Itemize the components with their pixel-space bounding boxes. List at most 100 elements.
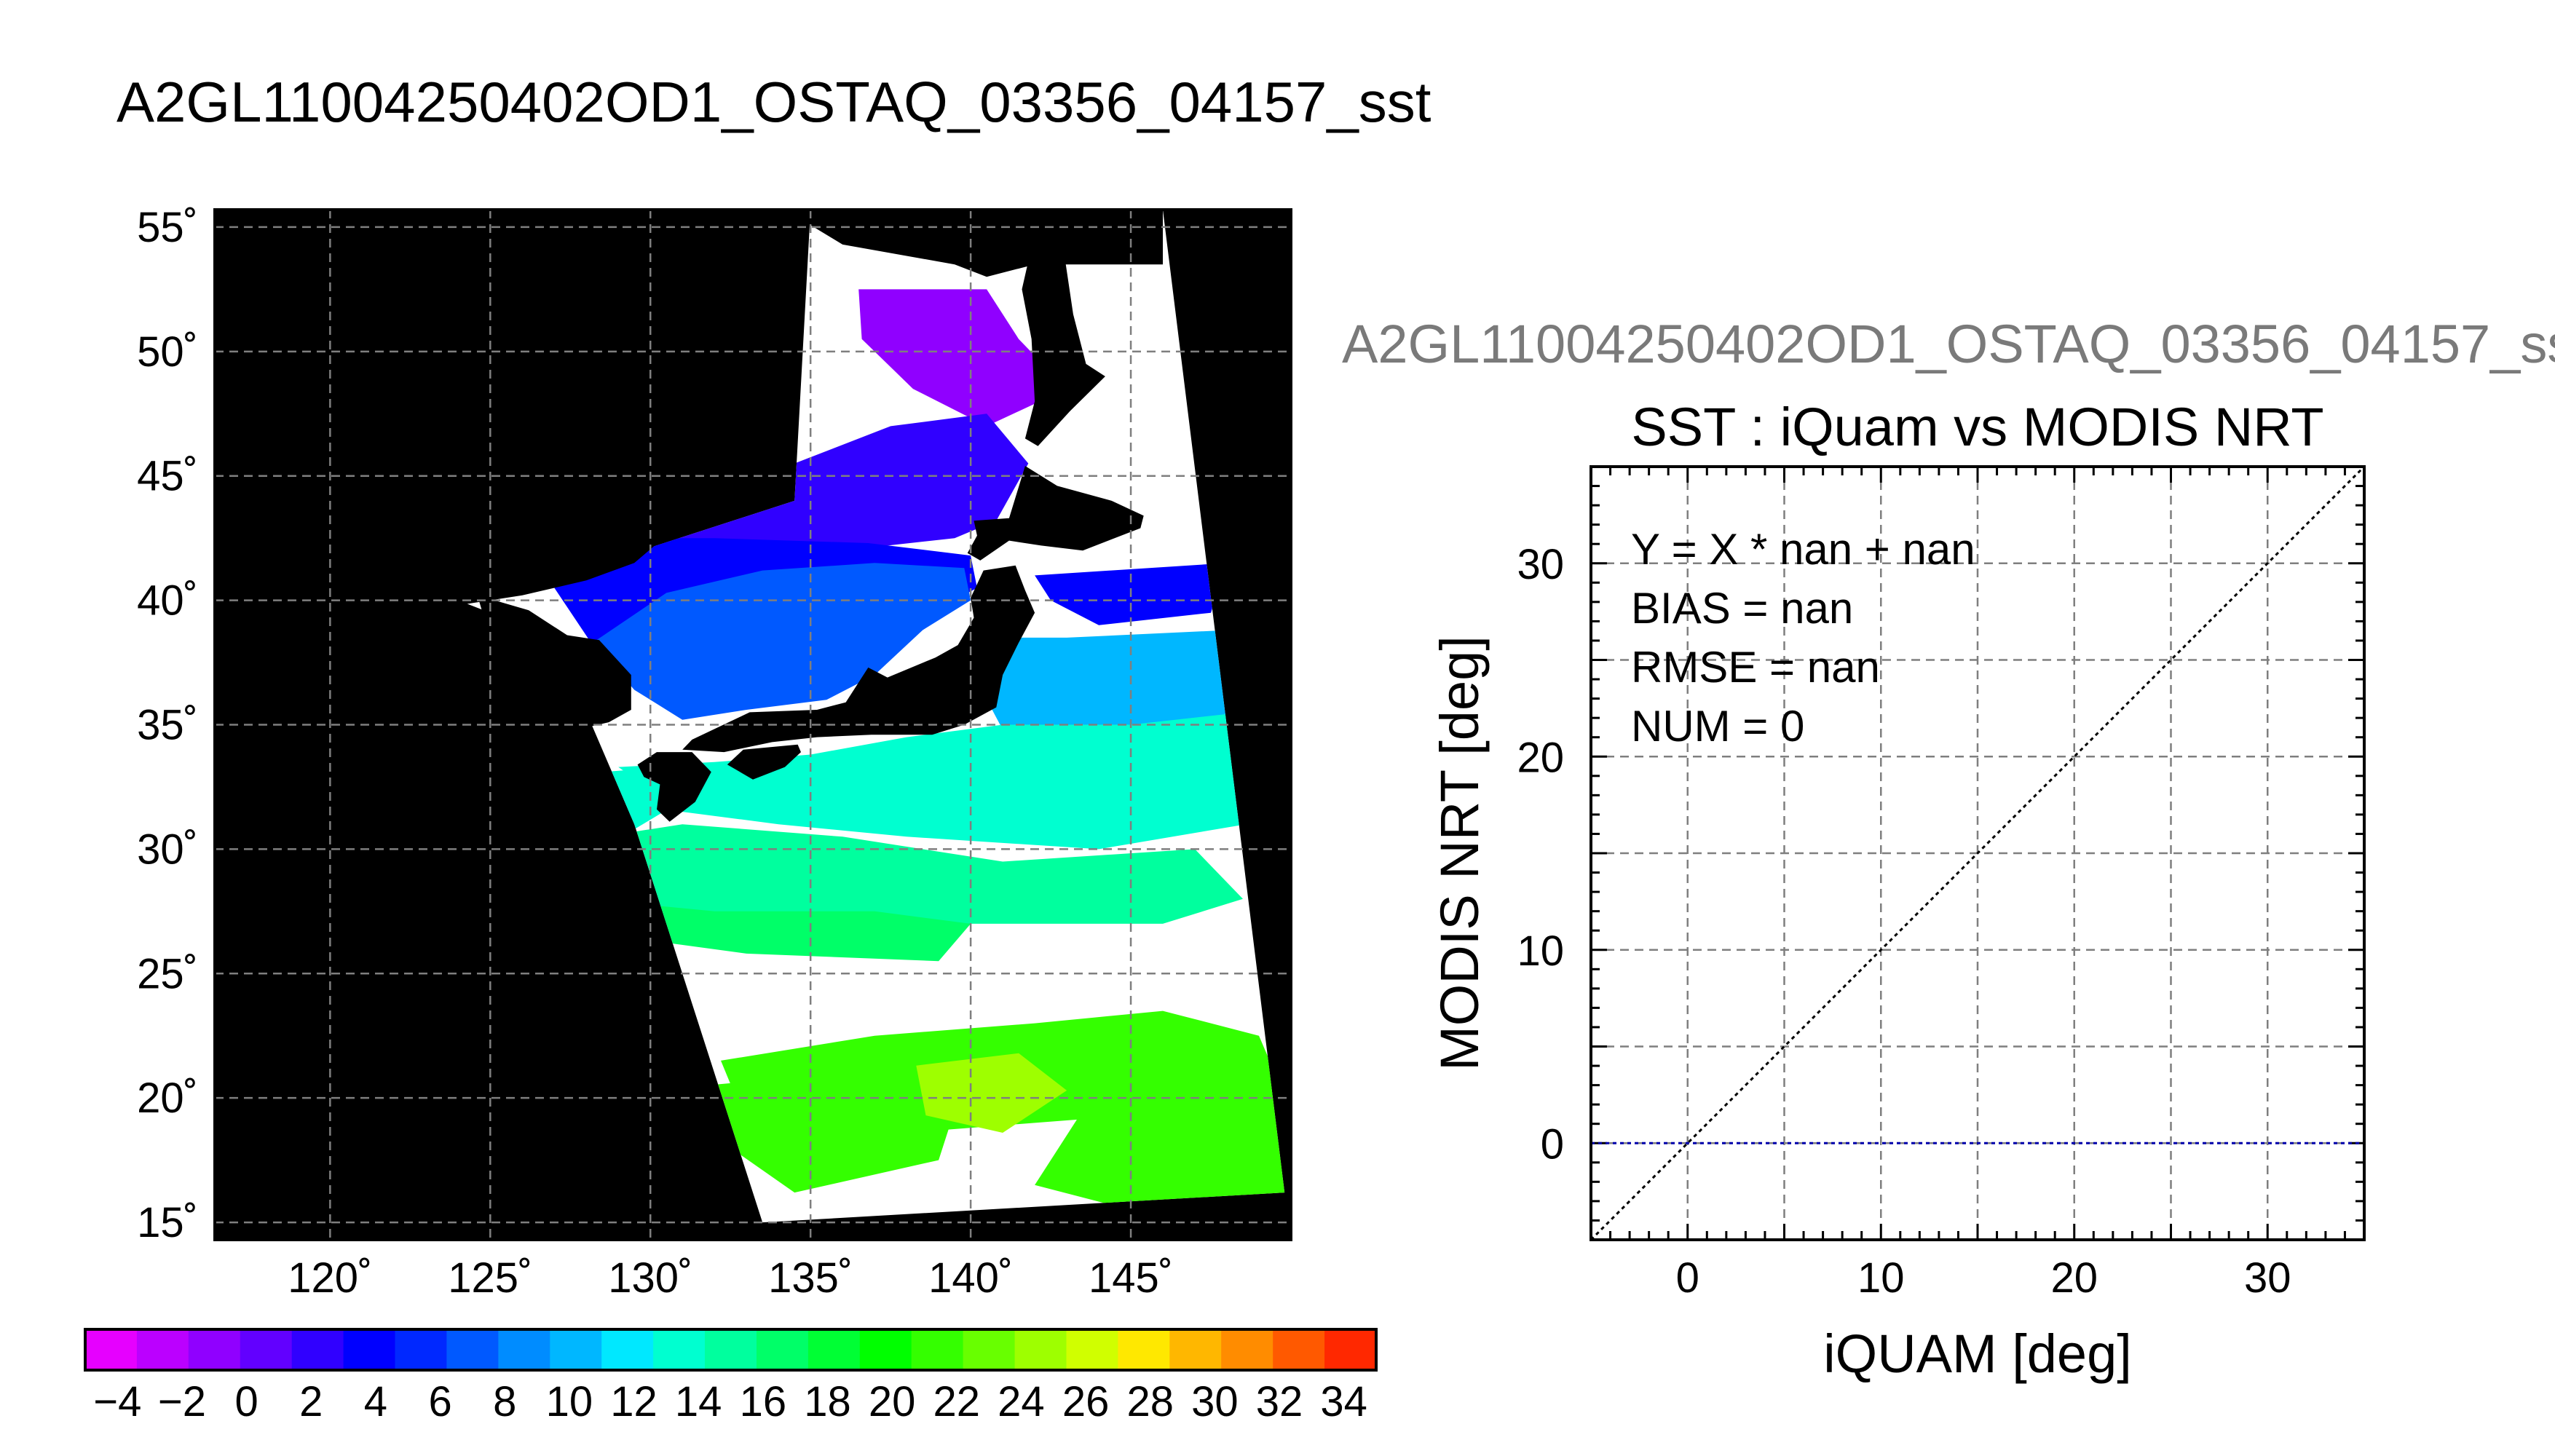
map-frame — [213, 208, 1292, 1241]
land-kyushu — [637, 752, 711, 822]
scatter-xlabel: iQUAM [deg] — [1823, 1324, 2132, 1384]
map-xtick-label: 125˚ — [448, 1254, 532, 1302]
map-ytick-label: 25˚ — [137, 950, 198, 997]
main-title: A2GL11004250402OD1_OSTAQ_03356_04157_sst — [117, 70, 1431, 134]
map-ytick-label: 45˚ — [137, 453, 198, 500]
colorbar-cell — [498, 1329, 550, 1370]
colorbar-tick-label: 18 — [804, 1378, 851, 1425]
scatter-xtick-label: 20 — [2050, 1254, 2098, 1302]
map-xtick-label: 120˚ — [288, 1254, 372, 1302]
land-asia-mainland — [215, 210, 789, 606]
colorbar-tick-label: 26 — [1062, 1378, 1110, 1425]
scatter-title: SST : iQuam vs MODIS NRT — [1631, 397, 2323, 457]
scatter-annotation: Y = X * nan + nan — [1631, 525, 1975, 574]
scatter-file-title: A2GL11004250402OD1_OSTAQ_03356_04157_sst — [1342, 314, 2555, 374]
colorbar-cell — [240, 1329, 293, 1370]
colorbar-frame — [84, 1328, 1378, 1372]
land-hokkaido — [967, 466, 1144, 561]
land-honshu — [682, 565, 1035, 753]
colorbar-cell — [85, 1329, 138, 1370]
colorbar-cell — [550, 1329, 602, 1370]
scatter-ytick-label: 10 — [1517, 927, 1564, 975]
colorbar-tick-label: 16 — [740, 1378, 787, 1425]
scatter-ytick-label: 20 — [1517, 734, 1564, 781]
colorbar-tick-label: 32 — [1256, 1378, 1303, 1425]
colorbar-tick-label: 28 — [1126, 1378, 1174, 1425]
sst-region-kuroshio-mid — [522, 824, 1243, 936]
sst-region-south-west — [705, 1073, 955, 1193]
scatter-xtick-label: 30 — [2244, 1254, 2291, 1302]
colorbar-cell — [1066, 1329, 1118, 1370]
sst-region-subtropic-patches — [586, 898, 971, 962]
map-ytick-label: 35˚ — [137, 702, 198, 749]
map-xtick-label: 135˚ — [768, 1254, 853, 1302]
sst-region-south-japan — [618, 712, 1247, 850]
land-sakhalin — [1022, 247, 1105, 446]
sst-colorbar: −4 −2 0 2 4 6 8 10 12 14 16 18 20 22 24 26 28 30 32 34 — [84, 1328, 1378, 1425]
colorbar-cell — [911, 1329, 964, 1370]
colorbar-cell — [395, 1329, 447, 1370]
colorbar-tick-label: 12 — [610, 1378, 657, 1425]
scatter-ytick-label: 30 — [1517, 541, 1564, 588]
scatter-frame — [1590, 465, 2366, 1241]
colorbar-cell — [136, 1329, 189, 1370]
colorbar-tick-label: 8 — [493, 1378, 516, 1425]
colorbar-cell — [601, 1329, 654, 1370]
scatter-ylabel: MODIS NRT [deg] — [1429, 636, 1490, 1071]
colorbar-cell — [963, 1329, 1016, 1370]
colorbar-cell — [1273, 1329, 1325, 1370]
colorbar-tick-label: 14 — [675, 1378, 722, 1425]
land-korea — [477, 595, 631, 735]
colorbar-tick-label: −2 — [158, 1378, 206, 1425]
colorbar-cell — [807, 1329, 861, 1370]
scatter-annotation: NUM = 0 — [1631, 702, 1804, 751]
colorbar-cell — [1169, 1329, 1222, 1370]
colorbar-cell — [1221, 1329, 1273, 1370]
land-russia-coast — [785, 210, 1163, 277]
colorbar-cell — [653, 1329, 706, 1370]
sst-region-north-sea-of-japan — [618, 414, 1029, 563]
map-xtick-label: 145˚ — [1089, 1254, 1173, 1302]
colorbar-tick-label: 22 — [933, 1378, 981, 1425]
map-grid — [215, 210, 1291, 1240]
scatter-xtick-label: 0 — [1676, 1254, 1699, 1302]
scatter-ytick-label: 0 — [1541, 1120, 1564, 1168]
colorbar-tick-label: 10 — [546, 1378, 593, 1425]
colorbar-tick-label: 30 — [1191, 1378, 1239, 1425]
map-xtick-label: 130˚ — [608, 1254, 692, 1302]
map-ytick-label: 55˚ — [137, 204, 198, 251]
colorbar-cell — [291, 1329, 344, 1370]
sst-region-sea-of-japan-south — [593, 563, 971, 720]
colorbar-tick-label: 2 — [299, 1378, 323, 1425]
map-ytick-label: 30˚ — [137, 826, 198, 873]
sst-map: 120˚ 125˚ 130˚ 135˚ 140˚ 145˚ 15˚ 20˚ 25˚ 30˚ 35˚ 4… — [137, 204, 1292, 1302]
scatter-one-to-one — [1590, 465, 2366, 1241]
colorbar-tick-label: −4 — [93, 1378, 141, 1425]
scatter-minor-ticks — [1590, 465, 2366, 1241]
colorbar-cell — [705, 1329, 757, 1370]
colorbar-cell — [1118, 1329, 1170, 1370]
map-ytick-label: 50˚ — [137, 328, 198, 376]
colorbar-cell — [188, 1329, 241, 1370]
colorbar-cell — [1014, 1329, 1067, 1370]
colorbar-tick-label: 24 — [998, 1378, 1045, 1425]
colorbar-tick-label: 34 — [1320, 1378, 1367, 1425]
scatter-xtick-label: 10 — [1857, 1254, 1905, 1302]
land-shikoku — [727, 744, 801, 780]
scatter-annotation: RMSE = nan — [1631, 643, 1880, 692]
map-xtick-label: 140˚ — [928, 1254, 1013, 1302]
colorbar-cell — [343, 1329, 396, 1370]
sst-region-hot-spot — [916, 1053, 1067, 1133]
map-ytick-label: 20˚ — [137, 1075, 198, 1122]
colorbar-tick-label: 4 — [364, 1378, 387, 1425]
colorbar-tick-label: 6 — [428, 1378, 451, 1425]
map-ytick-label: 40˚ — [137, 577, 198, 625]
scatter-grid — [1591, 467, 2364, 1240]
map-ytick-label: 15˚ — [137, 1199, 198, 1246]
land-masses — [215, 210, 1163, 822]
sst-region-kuroshio-north — [980, 630, 1240, 737]
colorbar-cell — [757, 1329, 809, 1370]
scatter-annotation: BIAS = nan — [1631, 584, 1853, 633]
colorbar-tick-label: 20 — [869, 1378, 916, 1425]
colorbar-cell — [859, 1329, 912, 1370]
